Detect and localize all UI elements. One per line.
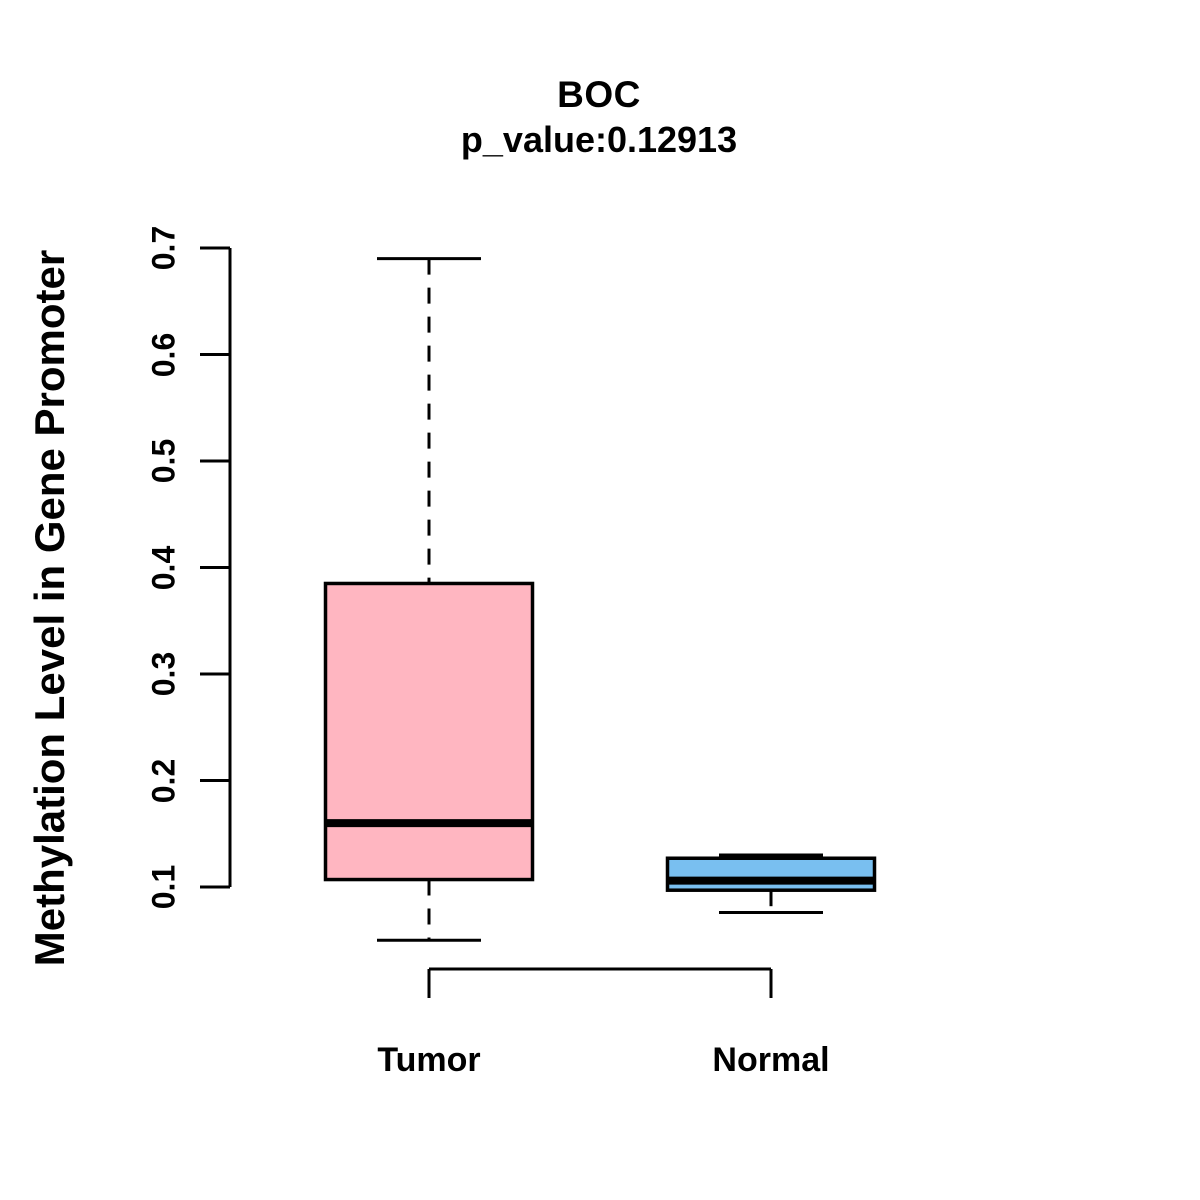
x-category-label-normal: Normal [712,1041,830,1079]
x-category-label-tumor: Tumor [377,1041,481,1079]
y-tick-label-0.4: 0.4 [145,545,182,590]
chart-title: BOC [557,74,641,115]
chart-subtitle-pvalue: p_value:0.12913 [460,119,738,160]
y-tick-label-0.7: 0.7 [145,225,182,271]
y-tick-label-0.6: 0.6 [145,332,182,377]
y-tick-label-0.5: 0.5 [145,438,182,484]
y-tick-label-0.1: 0.1 [145,864,182,910]
y-tick-label-0.2: 0.2 [145,758,182,803]
box-normal [665,856,877,892]
y-tick-label-0.3: 0.3 [145,651,182,697]
box-tumor [323,581,535,882]
